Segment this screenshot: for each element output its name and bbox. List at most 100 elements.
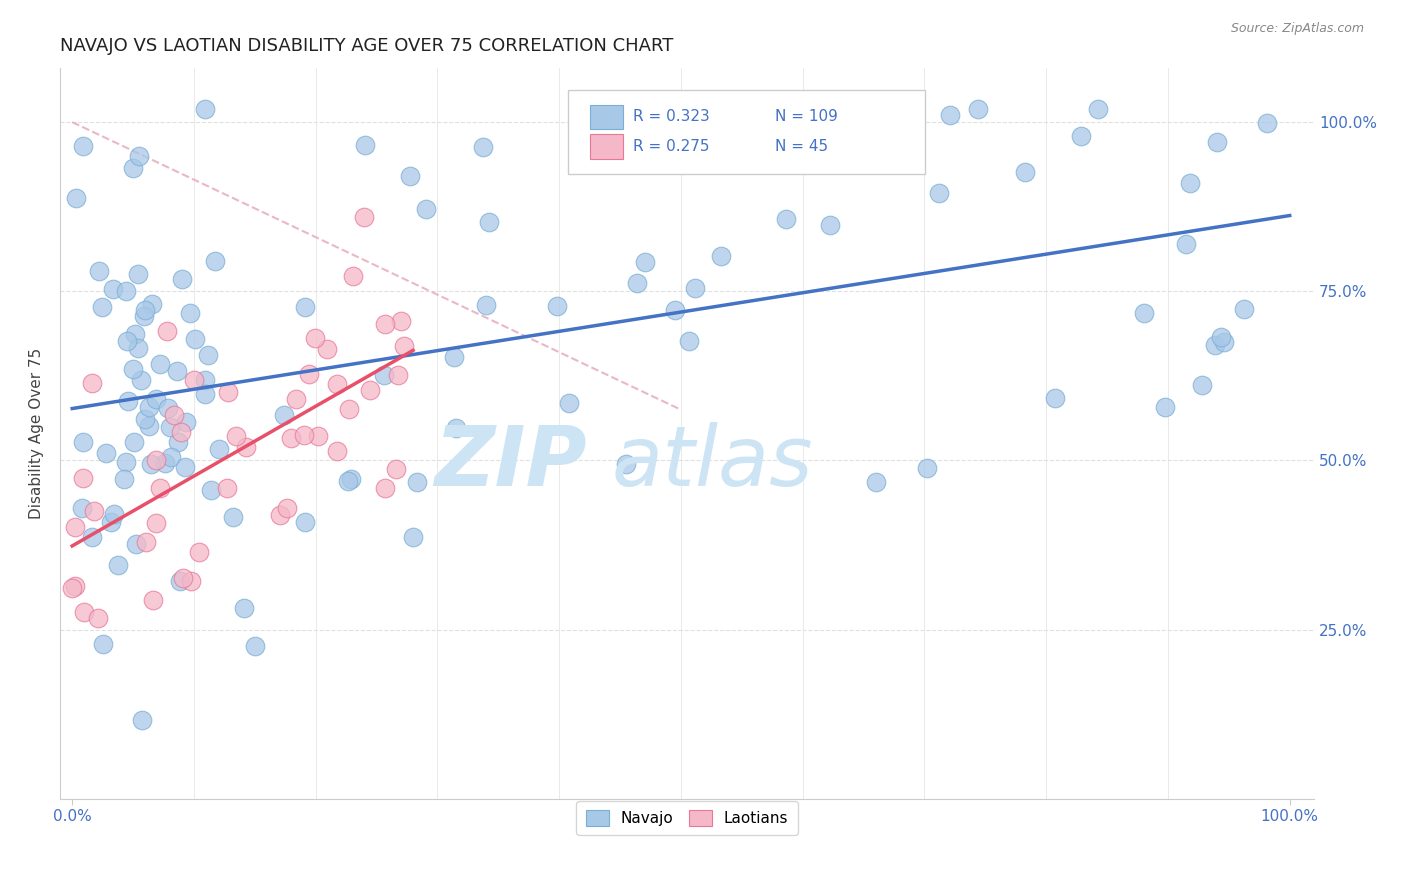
Point [122,434,145,449]
Point [167,434,190,449]
Point [142,593,165,607]
Point [294,300,316,314]
Point [939,108,962,122]
Text: Source: ZipAtlas.com: Source: ZipAtlas.com [1230,22,1364,36]
Point [402,530,425,544]
Point [159,419,181,434]
Point [87,264,110,278]
Point [63,579,86,593]
Point [65,520,87,534]
Point [197,348,219,362]
Point [710,249,733,263]
Point [117,394,139,409]
Point [298,367,321,381]
Point [65,190,87,204]
Text: atlas: atlas [612,422,814,503]
Point [134,412,156,426]
Point [72,139,94,153]
FancyBboxPatch shape [591,104,623,129]
Point [233,600,256,615]
Point [294,515,316,529]
Point [131,713,153,727]
Point [194,102,217,116]
Point [1191,378,1213,392]
Point [138,419,160,434]
Point [180,574,202,589]
Point [326,443,349,458]
Point [72,471,94,485]
Point [683,280,706,294]
Point [374,317,396,331]
Point [127,341,149,355]
Point [91,301,114,315]
Point [138,400,160,414]
Point [112,472,135,486]
Point [174,415,197,429]
Point [70,501,93,516]
Point [157,401,180,415]
Point [94,446,117,460]
Point [374,481,396,495]
Text: NAVAJO VS LAOTIAN DISABILITY AGE OVER 75 CORRELATION CHART: NAVAJO VS LAOTIAN DISABILITY AGE OVER 75… [60,37,673,55]
Point [145,516,167,530]
Point [169,574,191,588]
Point [208,442,231,456]
Point [337,402,360,417]
Point [626,276,648,290]
Point [1132,306,1154,320]
Point [217,384,239,399]
Y-axis label: Disability Age Over 75: Disability Age Over 75 [30,348,44,519]
Point [83,504,105,518]
FancyBboxPatch shape [591,134,623,159]
Point [225,429,247,443]
Point [273,409,295,423]
Point [558,396,581,410]
Point [1070,129,1092,144]
Point [172,571,194,585]
Point [443,350,465,364]
Point [678,334,700,348]
Point [1205,135,1227,149]
Point [121,362,143,376]
Point [865,475,887,489]
Point [336,474,359,488]
Point [141,297,163,311]
Point [391,314,413,328]
Text: N = 109: N = 109 [775,110,838,125]
Point [614,457,637,471]
Point [103,507,125,521]
Point [170,425,193,439]
Point [775,212,797,227]
Point [477,215,499,229]
Point [292,428,315,442]
Point [129,374,152,388]
Point [163,409,186,423]
Point [1043,391,1066,405]
Point [149,357,172,371]
Point [166,364,188,378]
Point [634,254,657,268]
Point [107,558,129,572]
Point [215,481,238,495]
Point [1233,301,1256,316]
Point [1180,176,1202,190]
Point [170,272,193,286]
Point [80,530,103,544]
Point [928,186,950,200]
Point [444,421,467,435]
Point [100,515,122,529]
Point [384,461,406,475]
Point [183,332,205,346]
Point [1014,165,1036,179]
Point [475,297,498,311]
Point [1154,400,1177,414]
Point [132,310,155,324]
Point [342,269,364,284]
Point [145,453,167,467]
Point [325,376,347,391]
Point [915,461,938,475]
FancyBboxPatch shape [568,90,925,174]
Point [304,331,326,345]
Point [115,334,138,348]
Point [1213,335,1236,350]
